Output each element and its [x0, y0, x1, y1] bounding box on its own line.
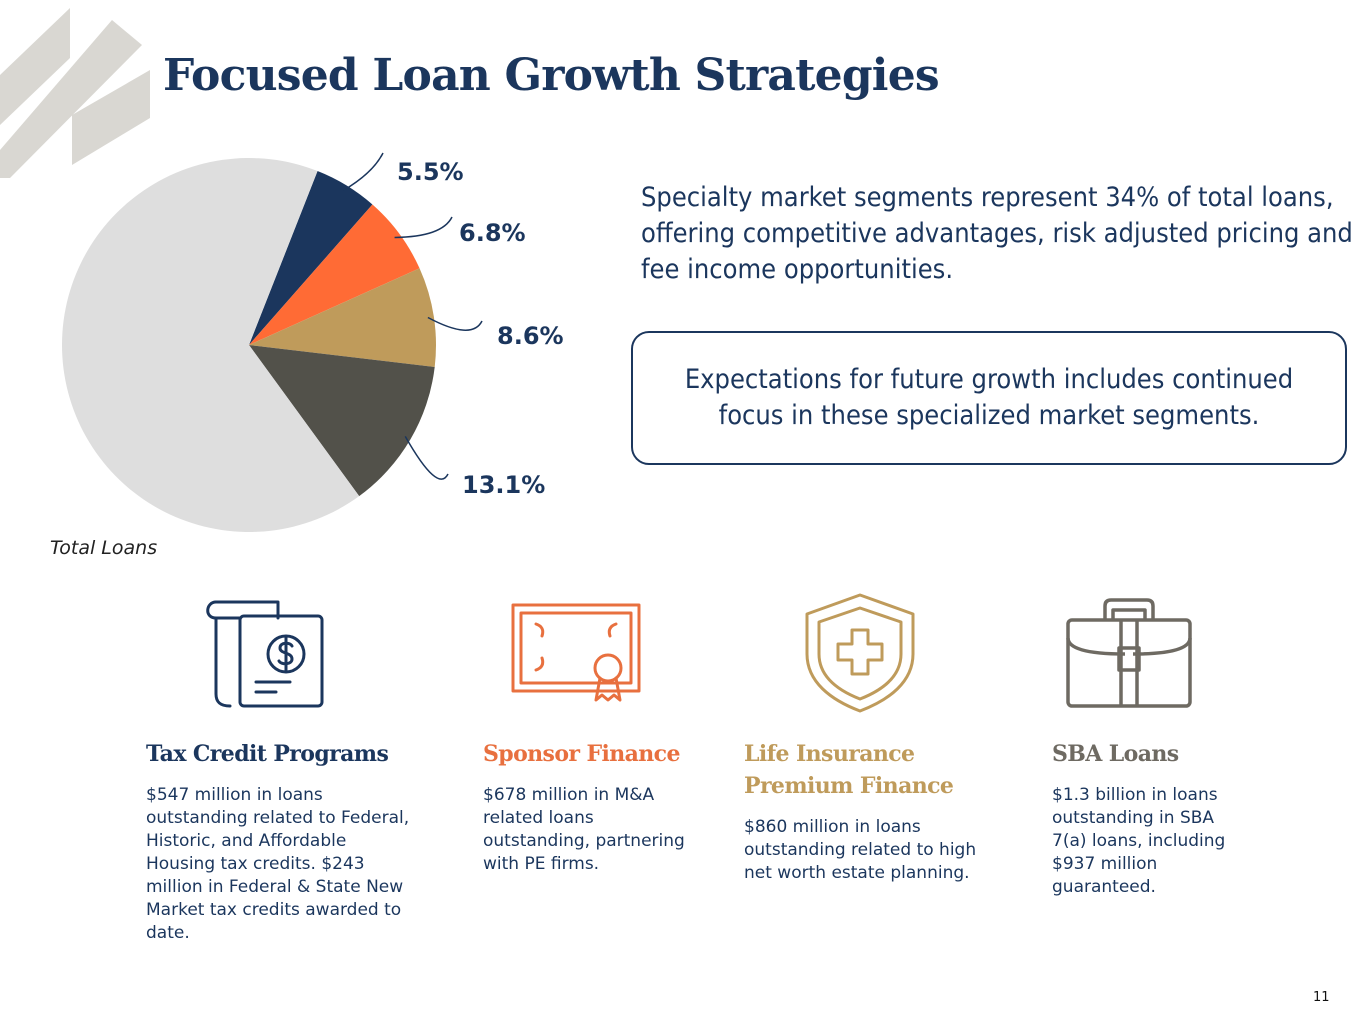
page-title: Focused Loan Growth Strategies — [163, 50, 940, 101]
segment-title: Tax Credit Programs — [146, 741, 389, 767]
pie-slice — [249, 345, 435, 497]
tax-credit-document-icon — [206, 600, 324, 708]
pie-slice — [249, 268, 436, 367]
pie-leader-line — [342, 152, 384, 192]
pie-slice — [62, 158, 360, 533]
pie-slice — [249, 204, 420, 345]
page-number: 11 — [1313, 990, 1330, 1005]
brand-stripes-logo — [0, 8, 150, 178]
segment-title: Sponsor Finance — [483, 741, 680, 767]
certificate-icon — [511, 603, 641, 702]
pie-leader-line — [394, 216, 453, 239]
segment-text: $860 million in loans outstanding relate… — [744, 817, 977, 883]
briefcase-icon — [1066, 598, 1192, 708]
segment-card-tax-credit: Tax Credit Programs $547 million in loan… — [146, 738, 416, 945]
segment-card-life-insurance: Life Insurance Premium Finance $860 mill… — [744, 738, 984, 885]
pie-leader-line — [427, 316, 483, 331]
segment-card-sponsor-finance: Sponsor Finance $678 million in M&A rela… — [483, 738, 688, 876]
segment-title: SBA Loans — [1052, 741, 1179, 767]
pie-chart: 5.5% 6.8% 8.6% 13.1% — [62, 152, 564, 533]
pie-slice-label: 5.5% — [397, 158, 464, 186]
callout-box: Expectations for future growth includes … — [631, 331, 1347, 465]
callout-text: Expectations for future growth includes … — [684, 364, 1294, 431]
pie-leader-line — [404, 436, 449, 480]
pie-slice-label: 6.8% — [459, 219, 526, 247]
pie-slice-label: 8.6% — [497, 322, 564, 350]
segment-text: $1.3 billion in loans outstanding in SBA… — [1052, 785, 1226, 897]
pie-slice-label: 13.1% — [462, 471, 545, 499]
segment-text: $547 million in loans outstanding relate… — [146, 785, 410, 943]
pie-slice — [249, 171, 373, 345]
segment-title: Life Insurance Premium Finance — [744, 741, 954, 799]
segment-text: $678 million in M&A related loans outsta… — [483, 785, 685, 874]
chart-caption: Total Loans — [50, 537, 158, 559]
segment-card-sba-loans: SBA Loans $1.3 billion in loans outstand… — [1052, 738, 1242, 899]
medical-shield-icon — [805, 593, 915, 713]
intro-text: Specialty market segments represent 34% … — [641, 182, 1353, 285]
